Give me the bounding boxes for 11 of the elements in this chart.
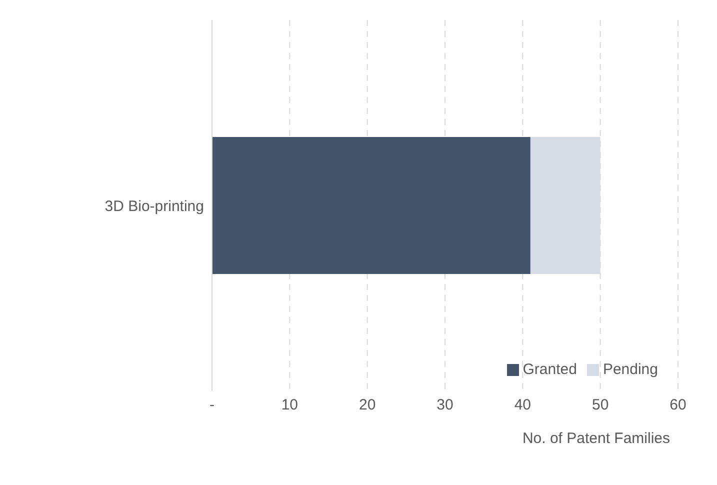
x-tick-label: - xyxy=(210,396,214,414)
x-axis-title: No. of Patent Families xyxy=(522,430,670,447)
x-tick-label: 10 xyxy=(281,396,298,414)
legend-label: Granted xyxy=(522,361,577,378)
x-tick-label: 50 xyxy=(592,396,609,414)
x-tick-label: 60 xyxy=(670,396,686,414)
x-tick-label: 40 xyxy=(514,396,532,414)
x-tick-label: 20 xyxy=(358,396,376,414)
y-tick-label: 3D Bio-printing xyxy=(104,198,204,215)
x-tick-label: 30 xyxy=(436,396,454,414)
legend-label: Pending xyxy=(602,361,658,378)
